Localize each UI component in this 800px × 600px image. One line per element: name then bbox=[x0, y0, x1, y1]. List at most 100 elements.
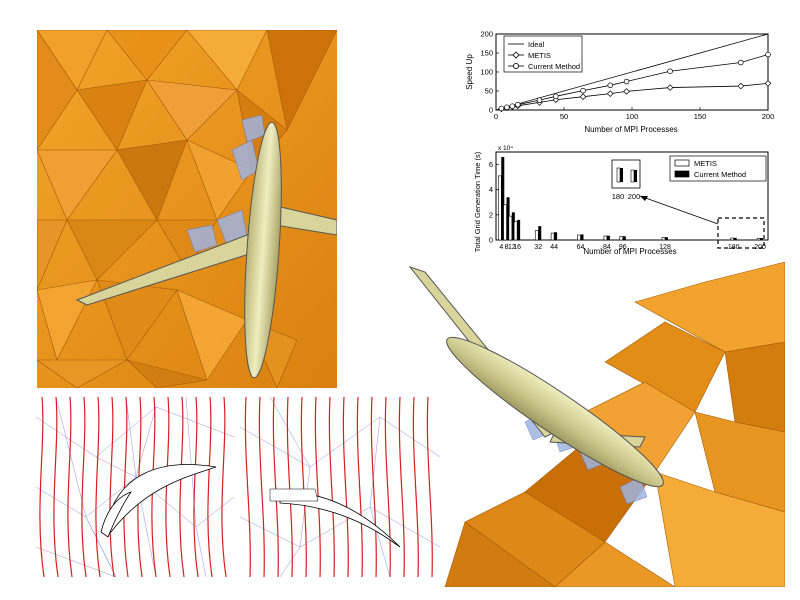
speedup-x-tick-label: 50 bbox=[560, 112, 568, 121]
metis-point bbox=[764, 80, 772, 87]
time-y-tick-label: 4 bbox=[489, 185, 493, 194]
current-method-bar bbox=[538, 226, 542, 240]
legend-metis: METIS bbox=[528, 51, 551, 60]
streamline bbox=[53, 397, 59, 577]
metis-point bbox=[737, 82, 745, 90]
airfoil-render-right bbox=[240, 397, 440, 577]
legend-bar-current: Current Method bbox=[694, 170, 746, 179]
time-y-tick-label: 2 bbox=[489, 210, 493, 219]
current-method-bar bbox=[554, 232, 558, 240]
airfoil-mesh-left bbox=[36, 397, 234, 577]
current-method-point bbox=[580, 87, 586, 94]
current-method-point bbox=[515, 101, 521, 108]
time-y-tick-label: 0 bbox=[489, 236, 493, 245]
streamline bbox=[95, 397, 101, 577]
streamline bbox=[328, 397, 335, 577]
metis-point bbox=[606, 90, 614, 97]
speedup-chart: 0 50 100 150 200 0 50 100 150 200 Number of MPI P… bbox=[465, 30, 774, 135]
zoom-arrow-head bbox=[640, 196, 648, 201]
legend-current-marker bbox=[513, 63, 520, 70]
mesh-view-top-left bbox=[37, 30, 337, 388]
time-x-tick-label: 16 bbox=[513, 244, 521, 251]
time-x-label: Number of MPI Processes bbox=[583, 247, 676, 256]
speedup-y-tick-label: 150 bbox=[480, 49, 493, 58]
speedup-marks bbox=[495, 33, 772, 113]
streamline bbox=[384, 397, 391, 577]
current-method-bar bbox=[733, 237, 737, 240]
mesh-view-bottom-right bbox=[405, 262, 785, 587]
current-method-bar bbox=[760, 238, 764, 240]
metis-bar bbox=[550, 232, 555, 241]
metis-bar bbox=[577, 234, 581, 241]
streamline bbox=[412, 397, 419, 577]
current-method-bar bbox=[606, 235, 610, 240]
airfoil-mesh-right bbox=[240, 397, 440, 577]
streamline bbox=[207, 397, 213, 577]
legend-metis-marker bbox=[512, 51, 520, 59]
mesh-render-bottom-right bbox=[408, 262, 785, 587]
streamline bbox=[286, 397, 293, 577]
metis-bar bbox=[508, 215, 513, 241]
speedup-legend: Ideal METIS Current Method bbox=[503, 35, 583, 73]
inset-tick-180: 180 bbox=[612, 192, 625, 201]
speedup-x-tick-label: 0 bbox=[494, 112, 498, 121]
speedup-x-tick-label: 150 bbox=[694, 112, 707, 121]
current-method-point bbox=[765, 51, 771, 58]
streamline bbox=[81, 397, 87, 577]
current-method-bar bbox=[511, 212, 515, 240]
speedup-ticks: 0 50 100 150 200 0 50 100 150 200 bbox=[480, 30, 774, 122]
speedup-x-tick-label: 200 bbox=[762, 112, 775, 121]
time-x-tick-label: 96 bbox=[619, 244, 627, 251]
time-exponent: x 10⁴ bbox=[498, 145, 513, 152]
mesh-render-top-left bbox=[37, 30, 337, 388]
speedup-y-tick-label: 50 bbox=[485, 87, 493, 96]
time-x-tick-label: 44 bbox=[550, 244, 558, 251]
streamline bbox=[300, 397, 307, 577]
time-legend: METIS Current Method bbox=[669, 155, 767, 182]
streamline bbox=[370, 397, 377, 577]
streamline bbox=[244, 397, 251, 577]
zoom-arrow bbox=[639, 195, 719, 225]
time-x-tick-label: 32 bbox=[534, 244, 542, 251]
metis-point bbox=[579, 93, 587, 100]
streamline bbox=[258, 397, 265, 577]
current-method-bar bbox=[506, 197, 510, 240]
time-x-tick-label: 12 bbox=[508, 244, 516, 251]
streamline bbox=[398, 397, 405, 577]
current-method-point bbox=[509, 103, 516, 109]
time-x-tick-label: 128 bbox=[659, 244, 671, 251]
metis-point bbox=[666, 84, 674, 91]
speedup-y-tick-label: 200 bbox=[480, 30, 493, 39]
speedup-y-tick-label: 0 bbox=[489, 106, 493, 115]
streamline bbox=[356, 397, 363, 577]
zoom-inset: 180 200 bbox=[611, 159, 641, 201]
current-method-point bbox=[536, 97, 543, 103]
current-method-bar bbox=[665, 237, 669, 240]
charts-area: 0 50 100 150 200 0 50 100 150 200 Number of MPI P… bbox=[460, 28, 780, 264]
current-method-point bbox=[607, 82, 613, 89]
metis-bar bbox=[503, 204, 507, 241]
time-x-tick-label: 64 bbox=[577, 244, 585, 251]
speedup-y-label: Speed Up bbox=[465, 54, 474, 90]
speedup-y-tick-label: 100 bbox=[480, 68, 493, 77]
legend-bar-metis: METIS bbox=[694, 159, 717, 168]
metis-bar bbox=[603, 235, 608, 241]
metis-point bbox=[623, 88, 630, 95]
speedup-series-line-0 bbox=[495, 33, 769, 111]
charts-svg: 0 50 100 150 200 0 50 100 150 200 Number of MPI P… bbox=[465, 30, 774, 257]
inset-tick-200: 200 bbox=[628, 192, 641, 201]
streamline bbox=[109, 397, 115, 577]
metis-bar bbox=[730, 237, 734, 241]
zoom-box bbox=[717, 217, 765, 249]
time-x-tick-label: 84 bbox=[603, 244, 611, 251]
metis-bar bbox=[534, 230, 539, 241]
streamline bbox=[39, 397, 45, 577]
streamline bbox=[193, 397, 199, 577]
streamline bbox=[342, 397, 349, 577]
streamline bbox=[426, 397, 433, 577]
current-method-bar bbox=[517, 219, 521, 240]
metis-bar bbox=[497, 175, 502, 241]
current-method-point bbox=[667, 68, 673, 74]
legend-current: Current Method bbox=[528, 62, 580, 71]
